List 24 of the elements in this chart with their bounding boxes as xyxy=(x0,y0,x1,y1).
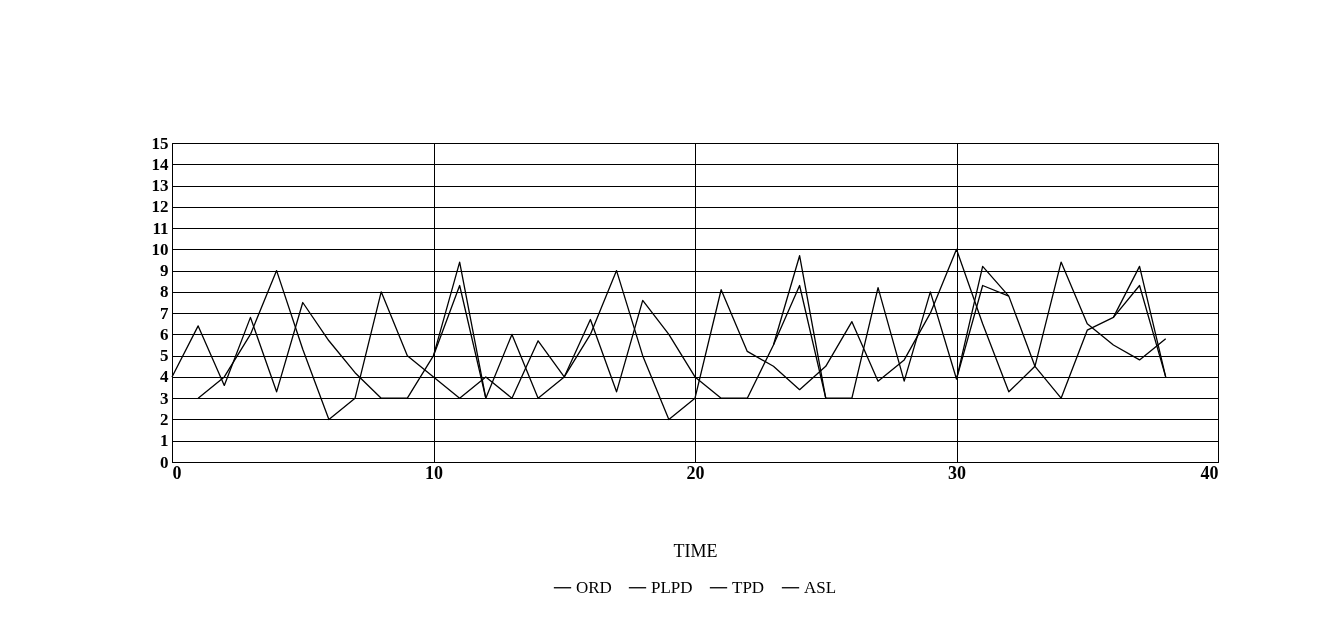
y-tick-label: 5 xyxy=(160,346,169,366)
x-tick-label: 40 xyxy=(1200,462,1219,483)
y-tick-label: 9 xyxy=(160,261,169,281)
legend-label: ASL xyxy=(804,577,837,597)
x-axis-title: TIME xyxy=(673,540,718,561)
y-tick-label: 13 xyxy=(151,176,169,196)
legend-label: ORD xyxy=(576,577,612,597)
y-tick-label: 14 xyxy=(151,154,169,174)
y-tick-label: 12 xyxy=(151,197,169,217)
y-tick-label: 1 xyxy=(160,431,169,451)
x-tick-label: 30 xyxy=(948,462,966,483)
y-tick-label: 6 xyxy=(160,324,169,344)
y-tick-label: 8 xyxy=(160,282,169,302)
y-tick-label: 15 xyxy=(151,133,169,153)
y-tick-label: 4 xyxy=(160,367,169,387)
legend-label: PLPD xyxy=(651,577,693,597)
y-tick-label: 7 xyxy=(160,303,169,323)
y-tick-label: 10 xyxy=(151,239,169,259)
y-tick-label: 2 xyxy=(160,409,169,429)
y-tick-label: 3 xyxy=(160,388,169,408)
x-tick-label: 20 xyxy=(686,462,705,483)
legend-label: TPD xyxy=(732,577,765,597)
y-tick-label: 11 xyxy=(152,218,169,238)
x-tick-label: 10 xyxy=(425,462,443,483)
